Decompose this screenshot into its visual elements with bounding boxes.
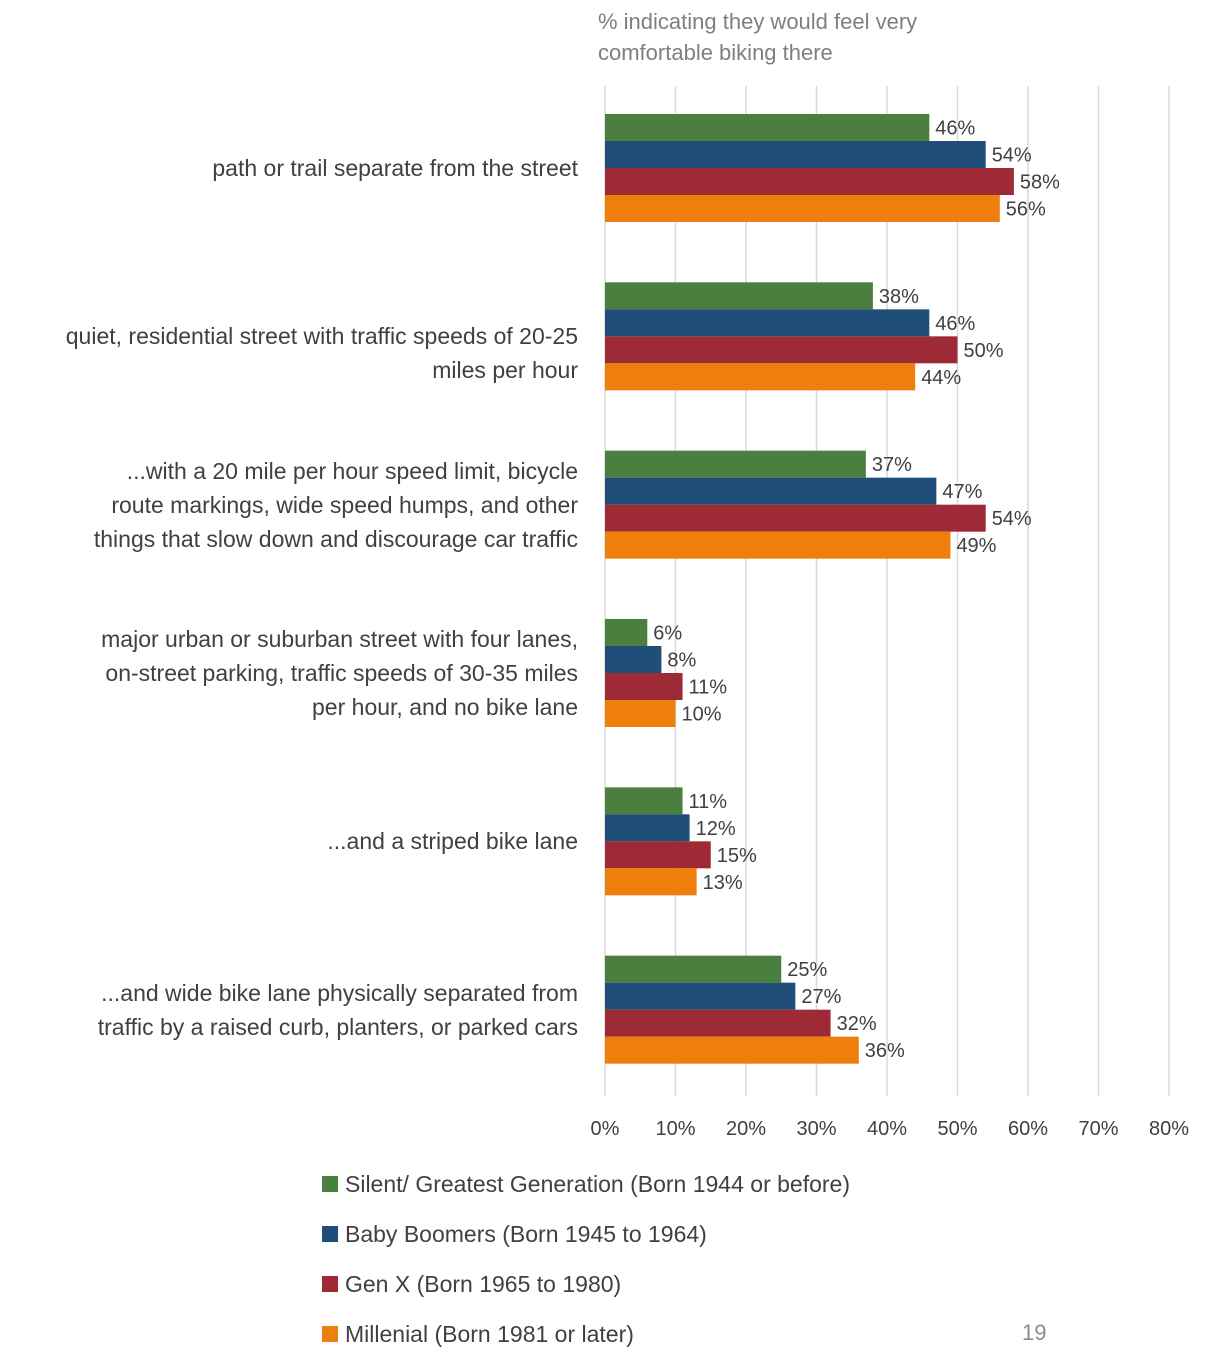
bar — [605, 1036, 859, 1064]
legend-swatch — [322, 1176, 338, 1192]
category-label: path or trail separate from the street — [212, 155, 578, 181]
category-label: ...and a striped bike lane — [327, 828, 578, 855]
x-tick-label: 30% — [796, 1118, 836, 1140]
data-label: 12% — [696, 818, 736, 840]
gridlines — [604, 86, 1170, 1096]
x-tick-label: 40% — [867, 1118, 907, 1140]
legend-label: Millenial (Born 1981 or later) — [345, 1320, 634, 1347]
data-label: 11% — [689, 677, 728, 699]
legend: Silent/ Greatest Generation (Born 1944 o… — [322, 1166, 850, 1366]
data-label: 36% — [865, 1040, 905, 1062]
data-label: 46% — [935, 313, 975, 335]
bar — [605, 195, 1000, 222]
category-label: ...with a 20 mile per hour speed limit, … — [93, 457, 578, 552]
page-number: 19 — [1022, 1320, 1047, 1345]
data-labels: 46% 54% 58% 56% 38% 46% 50%44% 37% 47% 54% 49% 6% 8%… — [653, 118, 1060, 1063]
bar — [605, 673, 683, 700]
bar — [605, 504, 986, 532]
data-label: 56% — [1006, 199, 1046, 221]
bar — [605, 955, 782, 983]
data-label: 8% — [667, 650, 696, 672]
bar — [605, 309, 930, 337]
data-label: 46% — [935, 118, 975, 140]
category-label: major urban or suburban street with four… — [101, 626, 578, 720]
legend-item: Millenial (Born 1981 or later) — [322, 1316, 850, 1352]
x-tick-label: 80% — [1149, 1118, 1189, 1140]
bar — [605, 282, 873, 310]
data-label: 10% — [682, 704, 722, 726]
bar — [605, 841, 711, 869]
data-label: 47% — [942, 481, 982, 503]
legend-swatch — [322, 1226, 338, 1242]
data-label: 54% — [992, 508, 1032, 530]
category-label: quiet, residential street with traffic s… — [65, 323, 578, 384]
axis-title: % indicating they would feel very comfor… — [598, 9, 918, 65]
data-label: 44% — [921, 367, 961, 389]
bars — [605, 114, 1014, 1064]
x-tick-label: 10% — [655, 1118, 695, 1140]
bar — [605, 982, 796, 1010]
legend-swatch — [322, 1326, 338, 1342]
legend-item: Silent/ Greatest Generation (Born 1944 o… — [322, 1166, 850, 1202]
legend-label: Silent/ Greatest Generation (Born 1944 o… — [345, 1170, 851, 1197]
category-label: ...and wide bike lane physically separat… — [97, 979, 578, 1040]
data-label: 11% — [689, 791, 728, 813]
data-label: 50% — [964, 340, 1004, 362]
x-tick-label: 60% — [1008, 1118, 1048, 1140]
bar — [605, 868, 697, 896]
data-label: 15% — [717, 845, 757, 867]
bar — [605, 814, 690, 842]
legend-label: Baby Boomers (Born 1945 to 1964) — [345, 1220, 707, 1247]
bar — [605, 168, 1014, 195]
data-label: 32% — [837, 1013, 877, 1035]
bar — [605, 477, 937, 505]
legend-item: Gen X (Born 1965 to 1980) — [322, 1266, 850, 1302]
data-label: 37% — [872, 454, 912, 476]
legend-item: Baby Boomers (Born 1945 to 1964) — [322, 1216, 850, 1252]
bar-chart: 46%54%58%56%38%46%50%44%37%47%54%49%6%8%… — [591, 86, 1190, 1140]
bar — [605, 531, 951, 559]
x-tick-label: 70% — [1078, 1118, 1118, 1140]
bar — [605, 646, 662, 673]
legend-swatch — [322, 1276, 338, 1292]
bar — [605, 363, 916, 391]
bar — [605, 336, 958, 364]
data-label: 54% — [992, 145, 1032, 167]
data-label: 27% — [801, 986, 841, 1008]
data-label: 25% — [787, 959, 827, 981]
data-label: 13% — [703, 872, 743, 894]
bar — [605, 787, 683, 815]
data-label: 58% — [1020, 172, 1060, 194]
x-tick-label: 50% — [937, 1118, 977, 1140]
bar — [605, 141, 986, 168]
data-label: 49% — [956, 535, 996, 557]
bar — [605, 450, 866, 478]
bar — [605, 114, 930, 141]
x-tick-label: 0% — [591, 1118, 620, 1140]
bar — [605, 1009, 831, 1037]
bar — [605, 700, 676, 727]
data-label: 38% — [879, 286, 919, 308]
x-tick-label: 20% — [726, 1118, 766, 1140]
x-tick-labels: 0% 10% 20% 30% 40% 50% 60% 70% 80% — [591, 1118, 1190, 1140]
legend-label: Gen X (Born 1965 to 1980) — [345, 1270, 622, 1297]
bar — [605, 619, 648, 646]
data-label: 6% — [653, 623, 682, 645]
